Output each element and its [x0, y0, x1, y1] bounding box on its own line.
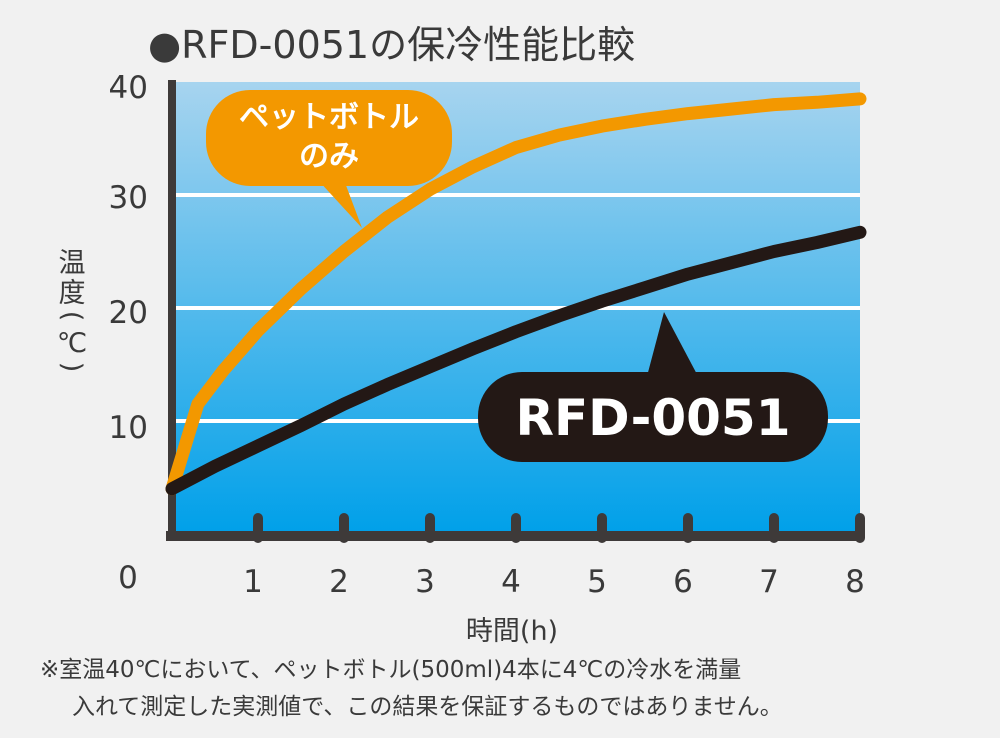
callout-black-bubble [478, 372, 828, 462]
x-tick-label: 7 [759, 564, 779, 600]
callout-orange-line2: のみ [299, 139, 359, 174]
y-tick-label: 10 [109, 410, 148, 446]
x-tick-label: 3 [415, 564, 435, 600]
callout-orange-line1: ペットボトル [239, 100, 419, 135]
y-axis-label: 温 度 ( ℃ ) [56, 248, 87, 372]
callout-black-label: RFD-0051 [516, 389, 791, 447]
x-tick-label: 8 [845, 564, 865, 600]
footnote-line1: ※室温40℃において、ペットボトル(500ml)4本に4℃の冷水を満量 [40, 657, 741, 683]
y-tick-label: 40 [109, 70, 148, 106]
y-axis-label-char: ( [56, 311, 87, 322]
x-axis-label: 時間(h) [466, 616, 558, 647]
footnote-line2: 入れて測定した実測値で、この結果を保証するものではありません。 [72, 694, 783, 720]
y-tick-label: 20 [109, 295, 148, 331]
x-tick-label: 1 [243, 564, 263, 600]
x-tick-label: 4 [501, 564, 521, 600]
callout-rfd: RFD-0051 [478, 312, 828, 462]
callout-orange-bubble [206, 90, 452, 186]
y-axis-label-char: 度 [59, 278, 86, 309]
y-axis-label-char: 温 [59, 248, 86, 279]
origin-label: 0 [118, 560, 138, 596]
callout-black-pointer [646, 312, 700, 380]
series-line-rfd0051 [165, 225, 867, 496]
x-tick-label: 2 [329, 564, 349, 600]
callout-orange-pointer [318, 180, 362, 228]
x-tick-label: 5 [587, 564, 607, 600]
x-tick-label: 6 [673, 564, 693, 600]
y-axis-label-char: ℃ [57, 328, 87, 359]
series-line-petbottle [165, 92, 867, 496]
y-tick-label: 30 [109, 180, 148, 216]
chart-title: ●RFD-0051の保冷性能比較 [148, 23, 635, 67]
callout-petbottle: ペットボトル のみ [206, 90, 452, 228]
y-axis-label-char: ) [56, 362, 87, 373]
